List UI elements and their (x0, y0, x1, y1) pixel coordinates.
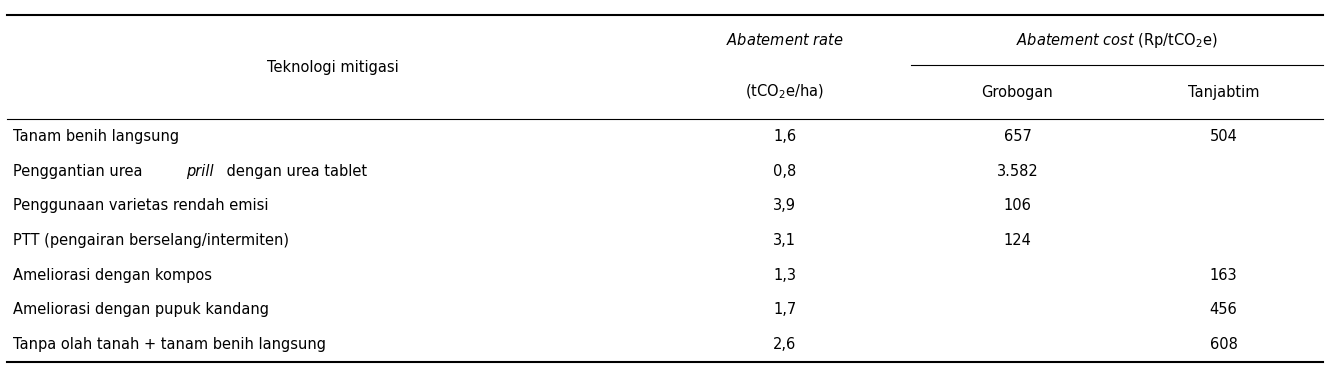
Text: prill: prill (186, 164, 214, 179)
Text: Tanjabtim: Tanjabtim (1188, 84, 1260, 100)
Text: 1,7: 1,7 (773, 302, 797, 317)
Text: 106: 106 (1004, 198, 1031, 213)
Text: 1,6: 1,6 (773, 129, 797, 144)
Text: Ameliorasi dengan kompos: Ameliorasi dengan kompos (13, 268, 213, 283)
Text: Teknologi mitigasi: Teknologi mitigasi (266, 60, 399, 75)
Text: Ameliorasi dengan pupuk kandang: Ameliorasi dengan pupuk kandang (13, 302, 269, 317)
Text: 1,3: 1,3 (773, 268, 797, 283)
Text: Penggunaan varietas rendah emisi: Penggunaan varietas rendah emisi (13, 198, 269, 213)
Text: Tanam benih langsung: Tanam benih langsung (13, 129, 180, 144)
Text: 124: 124 (1004, 233, 1031, 248)
Text: $\it{Abatement}$ $\it{cost}$ (Rp/tCO$_2$e): $\it{Abatement}$ $\it{cost}$ (Rp/tCO$_2$… (1016, 31, 1218, 49)
Text: 456: 456 (1210, 302, 1237, 317)
Text: 3,1: 3,1 (773, 233, 797, 248)
Text: 608: 608 (1210, 337, 1237, 352)
Text: 163: 163 (1210, 268, 1237, 283)
Text: Grobogan: Grobogan (982, 84, 1053, 100)
Text: 504: 504 (1210, 129, 1237, 144)
Text: (tCO$_2$e/ha): (tCO$_2$e/ha) (745, 83, 825, 101)
Text: 0,8: 0,8 (773, 164, 797, 179)
Text: 3,9: 3,9 (773, 198, 797, 213)
Text: 3.582: 3.582 (996, 164, 1039, 179)
Text: 2,6: 2,6 (773, 337, 797, 352)
Text: $\it{Abatement}$ $\it{rate}$: $\it{Abatement}$ $\it{rate}$ (726, 32, 843, 48)
Text: Penggantian urea: Penggantian urea (13, 164, 148, 179)
Text: Tanpa olah tanah + tanam benih langsung: Tanpa olah tanah + tanam benih langsung (13, 337, 326, 352)
Text: dengan urea tablet: dengan urea tablet (222, 164, 367, 179)
Text: PTT (pengairan berselang/intermiten): PTT (pengairan berselang/intermiten) (13, 233, 290, 248)
Text: 657: 657 (1004, 129, 1031, 144)
